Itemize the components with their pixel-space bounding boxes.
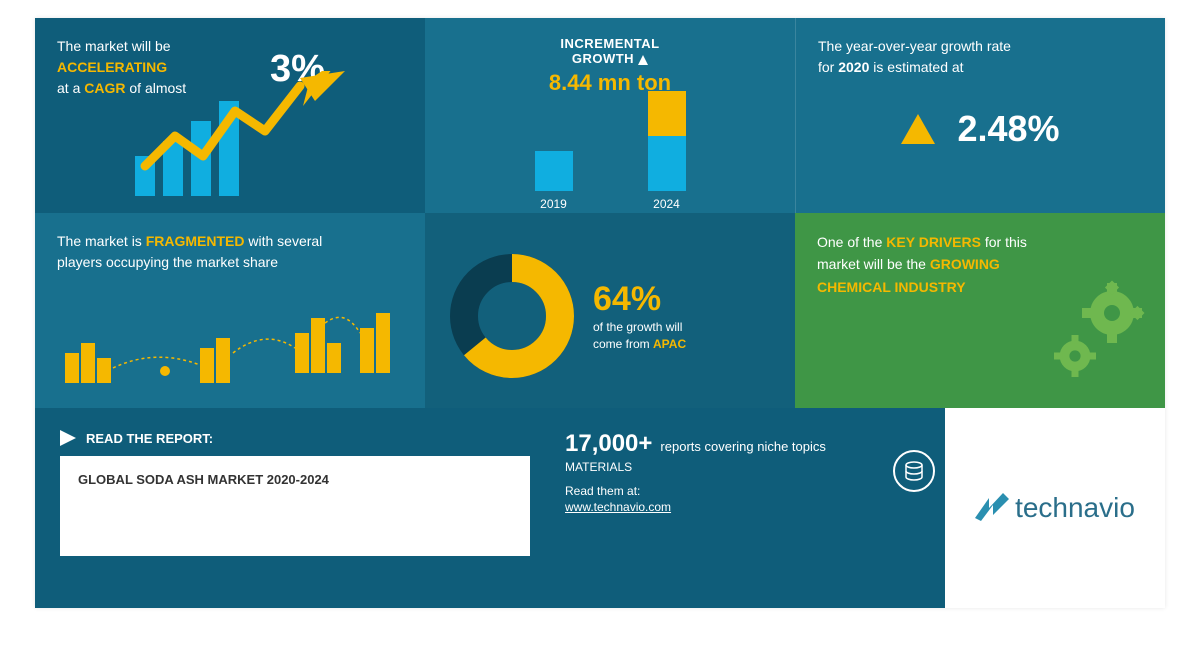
growth-value: 8.44 mn ton [447,70,773,96]
footer-row: READ THE REPORT: GLOBAL SODA ASH MARKET … [35,408,1165,608]
fragmented-pre: The market is [57,233,146,249]
bar-2024 [648,91,686,191]
apac-sub-l2-pre: come from [593,337,653,351]
panel-fragmented: The market is FRAGMENTED with several pl… [35,213,425,408]
fragmented-post: with several [244,233,322,249]
panel-key-drivers: One of the KEY DRIVERS for this market w… [795,213,1165,408]
yoy-value-row: 2.48% [818,108,1143,150]
growth-header-l2: GROWTH [572,51,634,66]
fragmented-text: The market is FRAGMENTED with several pl… [57,231,403,273]
read-at-label: Read them at: [565,484,871,498]
stat-line: 17,000+ reports covering niche topics [565,430,871,458]
triangle-right-icon [60,430,76,446]
growth-bar-chart: 2019 2024 [447,106,773,211]
stat-desc: reports covering niche topics [660,439,825,454]
drivers-l1-post: for this [981,234,1027,250]
yoy-line2-pre: for [818,59,838,75]
report-title-text: GLOBAL SODA ASH MARKET 2020-2024 [78,472,329,487]
apac-sub-hl: APAC [653,337,686,351]
gears-icon [1047,278,1157,388]
panel-incremental-growth: INCREMENTAL GROWTH 8.44 mn ton 2019 2024 [425,18,795,213]
yoy-text: The year-over-year growth rate for 2020 … [818,36,1143,78]
bar-2024-label: 2024 [653,197,680,211]
donut-wrap: 64% of the growth will come from APAC [447,251,773,381]
row-1: The market will be ACCELERATING at a CAG… [35,18,1165,213]
panel-apac: 64% of the growth will come from APAC [425,213,795,408]
stat-number: 17,000+ [565,430,652,458]
donut-chart-icon [447,251,577,381]
bar-2024-col: 2024 [648,91,686,211]
cagr-text-pre: The market will be [57,38,171,54]
growth-header: INCREMENTAL GROWTH [447,36,773,66]
read-report-label: READ THE REPORT: [60,430,530,446]
logo-text: technavio [1015,492,1135,524]
infographic-wrapper: The market will be ACCELERATING at a CAG… [35,18,1165,608]
footer-mid: 17,000+ reports covering niche topics MA… [555,408,945,608]
bar-2019-col: 2019 [535,151,573,211]
triangle-up-icon [901,114,935,144]
panel-cagr: The market will be ACCELERATING at a CAG… [35,18,425,213]
drivers-l3-hl: CHEMICAL INDUSTRY [817,279,966,295]
materials-label: MATERIALS [565,460,871,474]
yoy-line2-hl: 2020 [838,59,869,75]
apac-sub: of the growth will come from APAC [593,319,686,353]
drivers-l2-hl: GROWING [930,256,1000,272]
footer-logo-area: technavio [945,408,1165,608]
database-icon [893,450,935,492]
city-network-icon [65,293,395,393]
technavio-logo: technavio [975,492,1135,524]
footer-left: READ THE REPORT: GLOBAL SODA ASH MARKET … [35,408,555,608]
fragmented-line2: players occupying the market share [57,254,278,270]
technavio-link[interactable]: www.technavio.com [565,500,671,514]
drivers-l2-pre: market will be the [817,256,930,272]
fragmented-hl: FRAGMENTED [146,233,245,249]
drivers-l1-pre: One of the [817,234,886,250]
bar-2019 [535,151,573,191]
apac-sub-l1: of the growth will [593,320,682,334]
cagr-text-hl2: CAGR [84,80,125,96]
read-label-text: READ THE REPORT: [86,431,213,446]
yoy-percent: 2.48% [957,108,1059,150]
panel-yoy: The year-over-year growth rate for 2020 … [795,18,1165,213]
bar-2019-label: 2019 [540,197,567,211]
row-2: The market is FRAGMENTED with several pl… [35,213,1165,408]
drivers-l1-hl: KEY DRIVERS [886,234,981,250]
growth-header-l1: INCREMENTAL [560,36,659,51]
yoy-line1: The year-over-year growth rate [818,38,1011,54]
cagr-text-pre2: at a [57,80,84,96]
arrow-up-icon [638,55,648,65]
logo-arrow-icon [975,493,1009,523]
yoy-line2-post: is estimated at [869,59,963,75]
donut-text: 64% of the growth will come from APAC [593,280,686,353]
apac-percent: 64% [593,280,686,319]
report-title-card: GLOBAL SODA ASH MARKET 2020-2024 [60,456,530,556]
growth-chart-icon [135,71,365,201]
